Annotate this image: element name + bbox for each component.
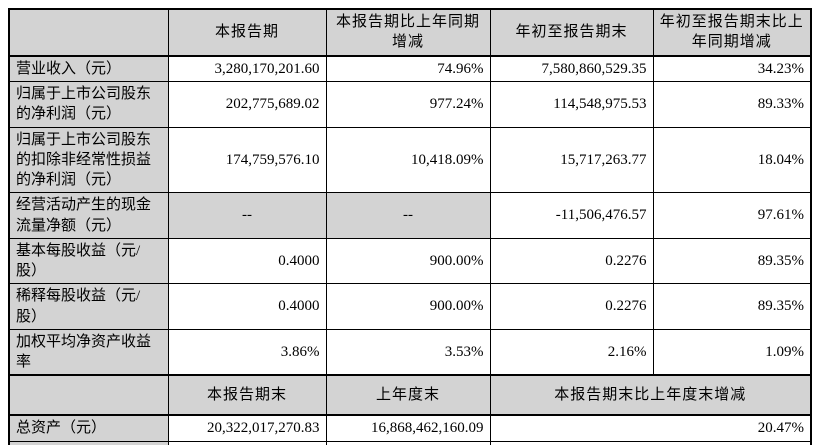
cell-net-profit-ytd-yoy: 89.33% <box>652 81 812 128</box>
col-header-year-to-date: 年初至报告期末 <box>489 8 654 57</box>
row-label-net-profit: 归属于上市公司股东的净利润（元） <box>8 81 169 128</box>
cell-net-profit-excl-current: 174,759,576.10 <box>167 126 327 194</box>
cell-net-profit-excl-ytd-yoy: 18.04% <box>652 126 812 194</box>
col-header-current-period: 本报告期 <box>167 8 327 57</box>
cell-net-profit-ytd: 114,548,975.53 <box>489 81 654 128</box>
cell-basic-eps-ytd: 0.2276 <box>489 237 654 285</box>
col-header-current-period-yoy-change: 本报告期比上年同期增减 <box>325 8 491 57</box>
cell-total-assets-end-of-period: 20,322,017,270.83 <box>167 414 327 442</box>
section2-corner-cell <box>8 374 169 417</box>
row-total-assets: 总资产（元） 20,322,017,270.83 16,868,462,160.… <box>8 414 812 442</box>
row-label-diluted-eps: 稀释每股收益（元/股） <box>8 283 169 330</box>
cell-basic-eps-current: 0.4000 <box>167 237 327 285</box>
cell-operating-revenue-yoy: 74.96% <box>325 55 491 82</box>
cell-total-assets-prior-year: 16,868,462,160.09 <box>325 414 491 442</box>
cell-total-assets-change: 20.47% <box>489 414 812 442</box>
cell-roe-ytd-yoy: 1.09% <box>652 328 812 376</box>
cell-basic-eps-ytd-yoy: 89.35% <box>652 237 812 285</box>
row-label-operating-revenue: 营业收入（元） <box>8 55 169 82</box>
cell-roe-ytd: 2.16% <box>489 328 654 376</box>
row-label-owners-equity: 归属于上市公司股东的所有者权益（元） <box>8 440 169 445</box>
cell-cash-flow-current-na: -- <box>167 192 327 239</box>
row-label-operating-cash-flow: 经营活动产生的现金流量净额（元） <box>8 192 169 239</box>
row-label-basic-eps: 基本每股收益（元/股） <box>8 237 169 285</box>
cell-owners-equity-end-of-period: 5,210,194,783.99 <box>167 440 327 445</box>
cell-net-profit-yoy: 977.24% <box>325 81 491 128</box>
cell-diluted-eps-current: 0.4000 <box>167 283 327 330</box>
row-net-profit-excl-nonrecurring: 归属于上市公司股东的扣除非经常性损益的净利润（元） 174,759,576.10… <box>8 126 812 194</box>
cell-diluted-eps-yoy: 900.00% <box>325 283 491 330</box>
cell-net-profit-excl-yoy: 10,418.09% <box>325 126 491 194</box>
row-operating-cash-flow: 经营活动产生的现金流量净额（元） -- -- -11,506,476.57 97… <box>8 192 812 239</box>
cell-cash-flow-yoy-na: -- <box>325 192 491 239</box>
cell-roe-current: 3.86% <box>167 328 327 376</box>
cell-roe-yoy: 3.53% <box>325 328 491 376</box>
row-label-net-profit-excl-nonrecurring: 归属于上市公司股东的扣除非经常性损益的净利润（元） <box>8 126 169 194</box>
cell-cash-flow-ytd-yoy: 97.61% <box>652 192 812 239</box>
cell-owners-equity-change: 2.41% <box>489 440 812 445</box>
section1-corner-cell <box>8 8 169 57</box>
financial-summary-table: 本报告期 本报告期比上年同期增减 年初至报告期末 年初至报告期末比上年同期增减 … <box>8 8 812 445</box>
cell-net-profit-excl-ytd: 15,717,263.77 <box>489 126 654 194</box>
cell-basic-eps-yoy: 900.00% <box>325 237 491 285</box>
cell-owners-equity-prior-year: 5,087,553,498.86 <box>325 440 491 445</box>
cell-net-profit-current: 202,775,689.02 <box>167 81 327 128</box>
col-header-period-vs-prior-year-change: 本报告期末比上年度末增减 <box>489 374 812 417</box>
cell-operating-revenue-ytd-yoy: 34.23% <box>652 55 812 82</box>
cell-operating-revenue-ytd: 7,580,860,529.35 <box>489 55 654 82</box>
row-owners-equity: 归属于上市公司股东的所有者权益（元） 5,210,194,783.99 5,08… <box>8 440 812 445</box>
col-header-year-to-date-yoy-change: 年初至报告期末比上年同期增减 <box>652 8 812 57</box>
section1-header-row: 本报告期 本报告期比上年同期增减 年初至报告期末 年初至报告期末比上年同期增减 <box>8 8 812 57</box>
cell-diluted-eps-ytd-yoy: 89.35% <box>652 283 812 330</box>
row-label-total-assets: 总资产（元） <box>8 414 169 442</box>
section2-header-row: 本报告期末 上年度末 本报告期末比上年度末增减 <box>8 374 812 417</box>
row-diluted-eps: 稀释每股收益（元/股） 0.4000 900.00% 0.2276 89.35% <box>8 283 812 330</box>
cell-cash-flow-ytd: -11,506,476.57 <box>489 192 654 239</box>
cell-diluted-eps-ytd: 0.2276 <box>489 283 654 330</box>
row-basic-eps: 基本每股收益（元/股） 0.4000 900.00% 0.2276 89.35% <box>8 237 812 285</box>
col-header-end-of-period: 本报告期末 <box>167 374 327 417</box>
row-net-profit: 归属于上市公司股东的净利润（元） 202,775,689.02 977.24% … <box>8 81 812 128</box>
col-header-end-of-prior-year: 上年度末 <box>325 374 491 417</box>
row-label-weighted-avg-roe: 加权平均净资产收益率 <box>8 328 169 376</box>
row-operating-revenue: 营业收入（元） 3,280,170,201.60 74.96% 7,580,86… <box>8 55 812 82</box>
cell-operating-revenue-current: 3,280,170,201.60 <box>167 55 327 82</box>
row-weighted-avg-roe: 加权平均净资产收益率 3.86% 3.53% 2.16% 1.09% <box>8 328 812 376</box>
